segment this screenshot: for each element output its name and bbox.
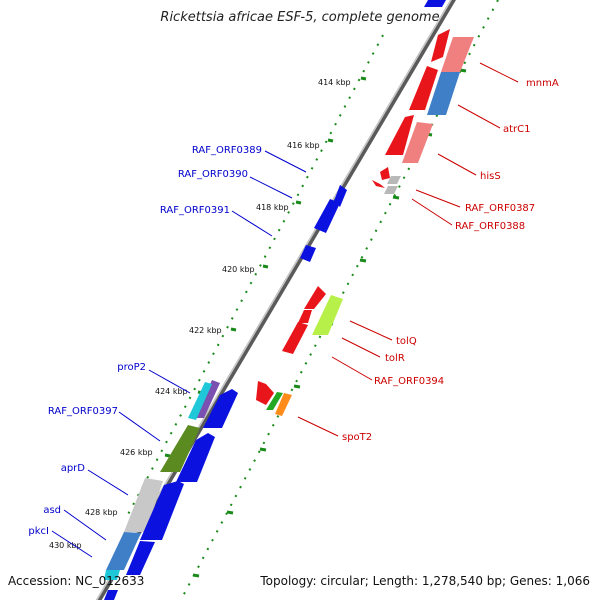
gene-arrow — [176, 433, 215, 482]
tick-label: 426 kbp — [120, 448, 153, 457]
gene-arrow — [126, 541, 155, 575]
gene-label-asd: asd — [43, 505, 61, 516]
gene-arrow — [409, 66, 438, 110]
gene-arrow — [140, 481, 184, 540]
gene-label-RAF_ORF0389: RAF_ORF0389 — [192, 145, 262, 156]
gene-arrow — [402, 122, 433, 163]
tick-label: 414 kbp — [318, 78, 351, 87]
gene-arrow — [104, 590, 118, 600]
tick-label: 420 kbp — [222, 265, 255, 274]
gene-label-aprD: aprD — [61, 463, 86, 474]
tick-label: 422 kbp — [189, 326, 222, 335]
gene-label-tolQ: tolQ — [396, 336, 417, 347]
gene-label-pkcI: pkcI — [28, 526, 49, 537]
forward-strand-features — [256, 0, 474, 416]
gene-label-proP2: proP2 — [117, 362, 146, 373]
gene-arrow — [372, 180, 385, 188]
gene-arrow — [304, 286, 326, 309]
map-title: Rickettsia africae ESF-5, complete genom… — [160, 10, 440, 25]
gene-label-spoT2: spoT2 — [342, 432, 372, 443]
gene-label-tolR: tolR — [385, 353, 405, 364]
forward-leader-lines — [297, 62, 519, 437]
gene-arrow — [106, 532, 141, 570]
gene-label-atrC1: atrC1 — [503, 124, 531, 135]
reverse-leader-lines — [51, 150, 307, 558]
gene-arrow — [124, 478, 163, 532]
reverse-strand-features — [104, 185, 347, 600]
gene-arrow — [298, 310, 312, 323]
genome-summary-text: Topology: circular; Length: 1,278,540 bp… — [260, 574, 590, 588]
gene-arrow — [431, 29, 450, 62]
gene-label-RAF_ORF0387: RAF_ORF0387 — [465, 203, 535, 214]
tick-label: 430 kbp — [49, 541, 82, 550]
gene-arrow — [300, 245, 316, 262]
gene-label-RAF_ORF0397: RAF_ORF0397 — [48, 406, 118, 417]
gene-arrow — [424, 0, 446, 7]
gene-arrow — [384, 186, 398, 194]
gene-label-RAF_ORF0391: RAF_ORF0391 — [160, 205, 230, 216]
gene-arrow — [312, 295, 343, 335]
gene-arrow — [104, 570, 120, 580]
gene-arrow — [203, 389, 238, 428]
tick-label: 416 kbp — [287, 141, 320, 150]
gene-label-RAF_ORF0388: RAF_ORF0388 — [455, 221, 525, 232]
gene-label-RAF_ORF0390: RAF_ORF0390 — [178, 169, 248, 180]
gene-arrow — [387, 176, 401, 184]
gene-arrow — [380, 167, 390, 180]
tick-label: 428 kbp — [85, 508, 118, 517]
gene-arrow — [275, 393, 292, 416]
gene-label-mnmA: mnmA — [526, 78, 559, 89]
accession-text: Accession: NC_012633 — [8, 574, 145, 588]
gene-arrow — [441, 37, 474, 72]
gene-label-RAF_ORF0394: RAF_ORF0394 — [374, 376, 444, 387]
gene-arrow — [256, 381, 274, 405]
gene-arrow — [160, 425, 200, 472]
tick-label: 418 kbp — [256, 203, 289, 212]
gene-arrow — [334, 185, 347, 207]
gene-arrow — [314, 199, 340, 233]
gene-label-hisS: hisS — [480, 171, 501, 182]
gene-arrow — [385, 115, 414, 155]
tick-label: 424 kbp — [155, 387, 188, 396]
gene-arrow — [282, 322, 308, 354]
outer-tick-track — [182, 0, 499, 597]
gene-arrow — [427, 72, 460, 115]
gene-arrow — [188, 382, 212, 420]
gene-arrow — [266, 392, 283, 410]
inner-tick-track — [124, 34, 384, 521]
